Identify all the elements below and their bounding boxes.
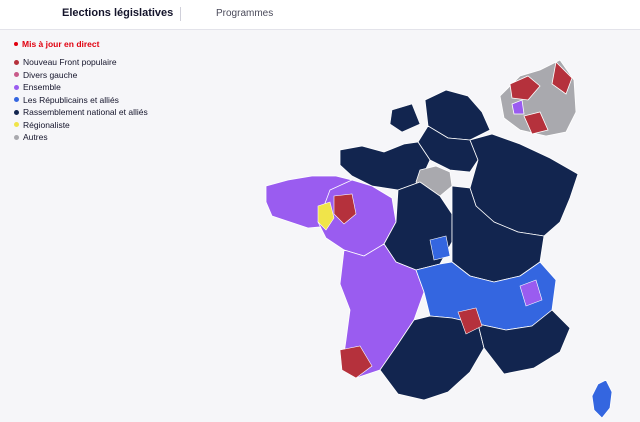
legend-item-dvg: Divers gauche <box>14 69 148 82</box>
legend-swatch <box>14 59 19 65</box>
legend-label: Rassemblement national et alliés <box>23 107 148 118</box>
legend-swatch <box>14 84 19 90</box>
map-region-occitanie[interactable] <box>379 315 485 401</box>
legend-swatch <box>14 122 19 128</box>
legend-label: Autres <box>23 132 48 143</box>
legend-item-lr: Les Républicains et alliés <box>14 94 148 107</box>
map-inset-district-ens[interactable] <box>511 99 525 115</box>
legend-label: Les Républicains et alliés <box>23 94 119 105</box>
legend-swatch <box>14 72 19 78</box>
legend-label: Ensemble <box>23 82 61 93</box>
map-legend: Nouveau Front populaire Divers gauche En… <box>14 56 148 144</box>
tab-divider <box>180 7 181 21</box>
legend-label: Régionaliste <box>23 119 70 130</box>
live-label: Mis à jour en direct <box>22 39 100 49</box>
map-region-paca[interactable] <box>477 309 571 375</box>
map-inset-district-nfp-c[interactable] <box>523 111 549 135</box>
map-district-lr-center[interactable] <box>429 235 451 261</box>
tab-elections-legislatives[interactable]: Elections législatives <box>62 7 174 19</box>
legend-item-regionaliste: Régionaliste <box>14 119 148 132</box>
legend-swatch <box>14 109 19 115</box>
legend-item-rn: Rassemblement national et alliés <box>14 106 148 119</box>
map-district-ens-east[interactable] <box>519 279 543 307</box>
legend-label: Divers gauche <box>23 69 78 80</box>
map-district-regionaliste[interactable] <box>317 201 335 231</box>
map-inset-district-nfp-a[interactable] <box>509 75 541 101</box>
map-region-corse[interactable] <box>591 379 613 419</box>
legend-item-nfp: Nouveau Front populaire <box>14 56 148 69</box>
map-inset-district-nfp-b[interactable] <box>551 61 573 95</box>
top-navigation: Elections législatives Programmes <box>0 0 640 30</box>
map-district-nfp-center[interactable] <box>457 307 483 335</box>
tab-programmes[interactable]: Programmes <box>216 8 274 19</box>
legend-label: Nouveau Front populaire <box>23 57 117 68</box>
map-district-nfp-west[interactable] <box>333 193 357 225</box>
live-dot-icon <box>14 42 18 46</box>
legend-item-ensemble: Ensemble <box>14 81 148 94</box>
map-district-nfp-south[interactable] <box>339 345 373 379</box>
legend-swatch <box>14 134 19 140</box>
legend-item-autres: Autres <box>14 131 148 144</box>
map-district-rn-north[interactable] <box>389 103 421 133</box>
live-indicator: Mis à jour en direct <box>14 39 99 49</box>
legend-swatch <box>14 97 19 103</box>
